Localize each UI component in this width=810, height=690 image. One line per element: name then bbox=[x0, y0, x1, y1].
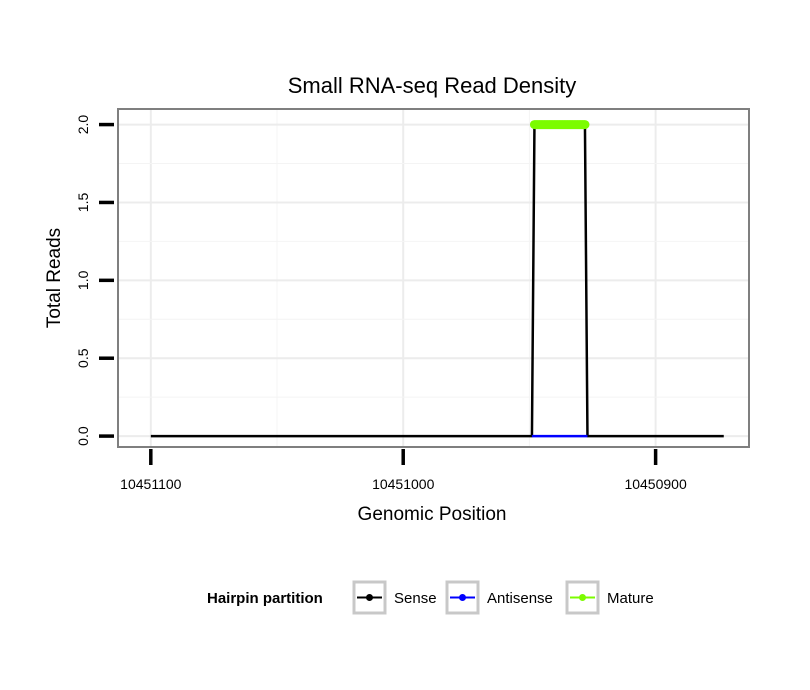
y-tick-label: 0.5 bbox=[75, 348, 91, 368]
legend-key-point bbox=[579, 594, 586, 601]
chart-title: Small RNA-seq Read Density bbox=[288, 73, 577, 98]
mature-point bbox=[580, 120, 590, 129]
y-axis: 0.0 0.5 1.0 1.5 2.0 bbox=[75, 115, 114, 446]
series-layer bbox=[150, 120, 724, 438]
legend: Hairpin partition Sense Antisense Mature bbox=[207, 580, 654, 615]
grid bbox=[118, 109, 749, 447]
y-tick-label: 2.0 bbox=[75, 115, 91, 135]
legend-items: Sense Antisense Mature bbox=[352, 580, 654, 615]
legend-label: Sense bbox=[394, 590, 437, 607]
x-axis-title: Genomic Position bbox=[358, 504, 507, 525]
plot-frame bbox=[117, 108, 750, 448]
y-tick-label: 1.5 bbox=[75, 193, 91, 213]
x-tick-label: 10451000 bbox=[372, 476, 435, 492]
y-tick-label: 0.0 bbox=[75, 426, 91, 446]
y-axis-title: Total Reads bbox=[44, 228, 65, 328]
legend-label: Mature bbox=[607, 590, 654, 607]
legend-key-point bbox=[459, 594, 466, 601]
legend-label: Antisense bbox=[487, 590, 553, 607]
x-tick-label: 10451100 bbox=[120, 476, 181, 492]
legend-key-point bbox=[366, 594, 373, 601]
y-tick-label: 1.0 bbox=[75, 270, 91, 290]
x-axis: 10451100 10451000 10450900 bbox=[120, 449, 687, 492]
x-tick-label: 10450900 bbox=[624, 476, 687, 492]
legend-title: Hairpin partition bbox=[207, 590, 323, 607]
